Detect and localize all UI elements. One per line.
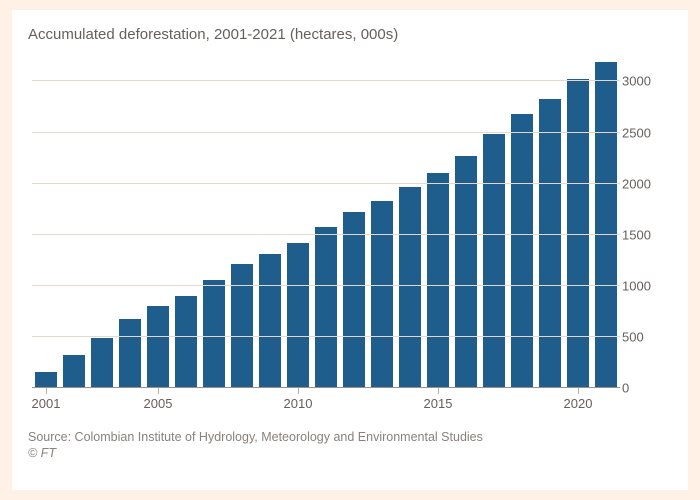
chart-area: 2001 2005 2010 2015 2020 0 500 1000 1500 2000 250… [28, 61, 672, 416]
gridline [32, 80, 620, 81]
x-axis-label: 2005 [144, 396, 173, 411]
bar [203, 280, 224, 388]
bar [259, 254, 280, 388]
gridline [32, 183, 620, 184]
bar-slot [564, 61, 592, 388]
gridline [32, 234, 620, 235]
bar-slot [424, 61, 452, 388]
x-tick [158, 388, 159, 394]
bar-slot [312, 61, 340, 388]
bar-slot [368, 61, 396, 388]
bar [63, 355, 84, 388]
gridline [32, 285, 620, 286]
bar-slot [340, 61, 368, 388]
bar-slot [592, 61, 620, 388]
chart-card: Accumulated deforestation, 2001-2021 (he… [12, 10, 688, 490]
y-axis-label: 2500 [622, 125, 666, 140]
bar [511, 114, 532, 388]
bar [483, 134, 504, 388]
bar-slot [88, 61, 116, 388]
bar-slot [228, 61, 256, 388]
plot-area [32, 61, 620, 388]
bar [231, 264, 252, 388]
x-axis-label: 2001 [32, 396, 61, 411]
bar [455, 156, 476, 388]
bar-slot [144, 61, 172, 388]
bar-slot [256, 61, 284, 388]
bar [119, 319, 140, 388]
gridline [32, 336, 620, 337]
bar-slot [396, 61, 424, 388]
x-tick [46, 388, 47, 394]
bar-slot [536, 61, 564, 388]
bar-slot [480, 61, 508, 388]
y-axis-label: 3000 [622, 74, 666, 89]
copyright-line: © FT [28, 446, 672, 460]
bar [343, 212, 364, 388]
x-axis-label: 2020 [564, 396, 593, 411]
x-tick [298, 388, 299, 394]
bar [287, 243, 308, 388]
bar-series [32, 61, 620, 388]
bar [91, 338, 112, 388]
bar [315, 227, 336, 388]
y-axis-label: 1500 [622, 227, 666, 242]
bar [427, 173, 448, 388]
bar [371, 201, 392, 388]
bar-slot [116, 61, 144, 388]
x-axis: 2001 2005 2010 2015 2020 [32, 388, 620, 416]
y-axis-label: 500 [622, 329, 666, 344]
bar [539, 99, 560, 388]
y-axis-label: 1000 [622, 278, 666, 293]
page-background: Accumulated deforestation, 2001-2021 (he… [0, 0, 700, 500]
bar-slot [200, 61, 228, 388]
bar [147, 306, 168, 388]
bar-slot [172, 61, 200, 388]
bar-slot [452, 61, 480, 388]
source-line: Source: Colombian Institute of Hydrology… [28, 430, 672, 444]
x-axis-label: 2010 [284, 396, 313, 411]
x-axis-label: 2015 [424, 396, 453, 411]
bar [595, 62, 616, 388]
bar [175, 296, 196, 388]
bar-slot [284, 61, 312, 388]
bar-slot [508, 61, 536, 388]
chart-subtitle: Accumulated deforestation, 2001-2021 (he… [28, 26, 672, 43]
x-tick [438, 388, 439, 394]
gridline [32, 132, 620, 133]
y-axis-label: 2000 [622, 176, 666, 191]
bar-slot [60, 61, 88, 388]
bar [35, 372, 56, 388]
x-tick [578, 388, 579, 394]
bar [399, 187, 420, 388]
y-axis-label: 0 [622, 381, 666, 396]
bar-slot [32, 61, 60, 388]
